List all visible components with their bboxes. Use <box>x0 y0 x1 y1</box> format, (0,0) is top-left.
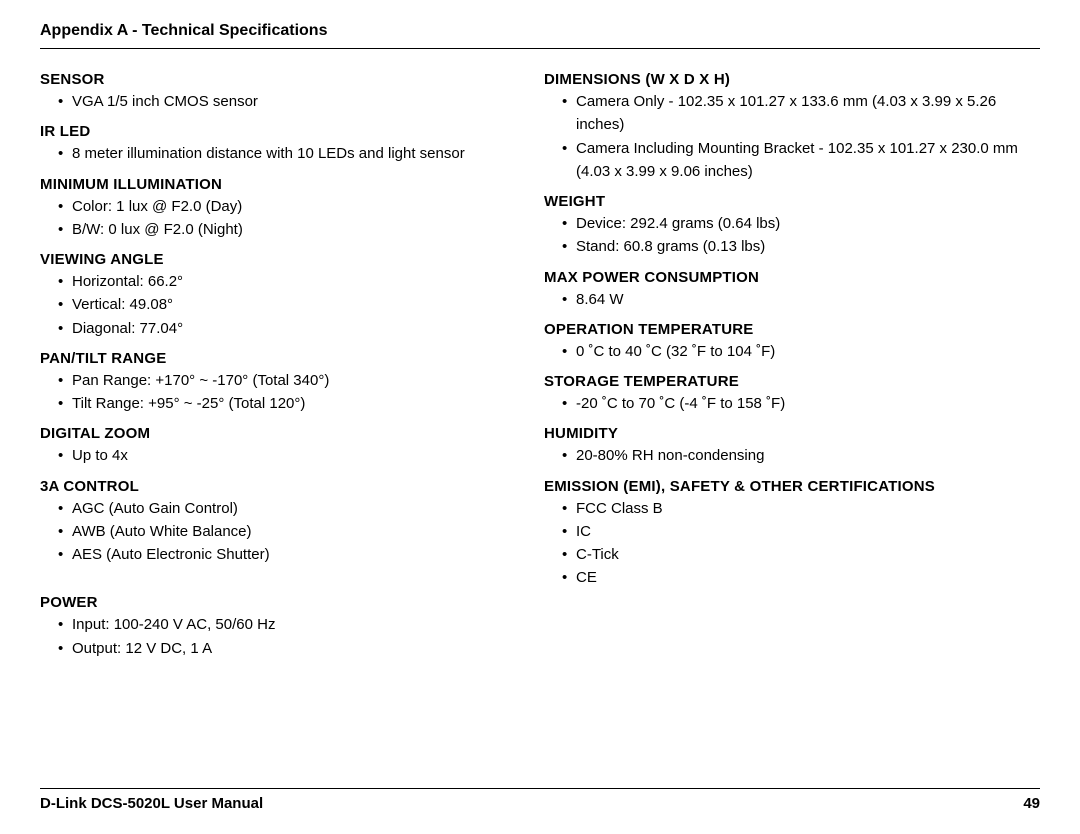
list-sensor: VGA 1/5 inch CMOS sensor <box>40 90 520 113</box>
spec-item: Diagonal: 77.04° <box>58 317 520 340</box>
list-op-temp: 0 ˚C to 40 ˚C (32 ˚F to 104 ˚F) <box>544 340 1040 363</box>
list-digital-zoom: Up to 4x <box>40 444 520 467</box>
spec-item: Stand: 60.8 grams (0.13 lbs) <box>562 235 1040 258</box>
footer-rule <box>40 788 1040 789</box>
spec-item: Input: 100-240 V AC, 50/60 Hz <box>58 613 520 636</box>
spec-item: AGC (Auto Gain Control) <box>58 497 520 520</box>
heading-storage-temp: STORAGE TEMPERATURE <box>544 373 1040 390</box>
spec-item: AWB (Auto White Balance) <box>58 520 520 543</box>
spec-item: 8 meter illumination distance with 10 LE… <box>58 142 520 165</box>
heading-max-power: MAX POWER CONSUMPTION <box>544 269 1040 286</box>
spec-item: Vertical: 49.08° <box>58 293 520 316</box>
footer-row: D-Link DCS-5020L User Manual 49 <box>40 795 1040 812</box>
page-footer: D-Link DCS-5020L User Manual 49 <box>40 788 1040 812</box>
spec-item: FCC Class B <box>562 497 1040 520</box>
spec-item: AES (Auto Electronic Shutter) <box>58 543 520 566</box>
list-viewing-angle: Horizontal: 66.2° Vertical: 49.08° Diago… <box>40 270 520 340</box>
spec-item: Color: 1 lux @ F2.0 (Day) <box>58 195 520 218</box>
spec-item: Tilt Range: +95° ~ -25° (Total 120°) <box>58 392 520 415</box>
spec-item: 0 ˚C to 40 ˚C (32 ˚F to 104 ˚F) <box>562 340 1040 363</box>
list-max-power: 8.64 W <box>544 288 1040 311</box>
list-3a-control: AGC (Auto Gain Control) AWB (Auto White … <box>40 497 520 567</box>
footer-page-number: 49 <box>1023 795 1040 812</box>
content-columns: SENSOR VGA 1/5 inch CMOS sensor IR LED 8… <box>40 71 1040 660</box>
heading-dimensions: DIMENSIONS (W X D X H) <box>544 71 1040 88</box>
heading-op-temp: OPERATION TEMPERATURE <box>544 321 1040 338</box>
spec-item: Camera Only - 102.35 x 101.27 x 133.6 mm… <box>562 90 1040 137</box>
heading-emi: EMISSION (EMI), SAFETY & OTHER CERTIFICA… <box>544 478 1040 495</box>
spec-item: Up to 4x <box>58 444 520 467</box>
heading-viewing-angle: VIEWING ANGLE <box>40 251 520 268</box>
spec-item: C-Tick <box>562 543 1040 566</box>
spec-item: -20 ˚C to 70 ˚C (-4 ˚F to 158 ˚F) <box>562 392 1040 415</box>
spec-item: VGA 1/5 inch CMOS sensor <box>58 90 520 113</box>
heading-power: POWER <box>40 594 520 611</box>
spec-item: B/W: 0 lux @ F2.0 (Night) <box>58 218 520 241</box>
heading-digital-zoom: DIGITAL ZOOM <box>40 425 520 442</box>
spec-item: Horizontal: 66.2° <box>58 270 520 293</box>
heading-irled: IR LED <box>40 123 520 140</box>
spec-item: Output: 12 V DC, 1 A <box>58 637 520 660</box>
heading-pan-tilt: PAN/TILT RANGE <box>40 350 520 367</box>
heading-min-illumination: MINIMUM ILLUMINATION <box>40 176 520 193</box>
spec-item: 20-80% RH non-condensing <box>562 444 1040 467</box>
spec-item: IC <box>562 520 1040 543</box>
spec-item: Pan Range: +170° ~ -170° (Total 340°) <box>58 369 520 392</box>
heading-sensor: SENSOR <box>40 71 520 88</box>
heading-3a-control: 3A CONTROL <box>40 478 520 495</box>
list-pan-tilt: Pan Range: +170° ~ -170° (Total 340°) Ti… <box>40 369 520 416</box>
manual-page: Appendix A - Technical Specifications SE… <box>0 0 1080 834</box>
left-column: SENSOR VGA 1/5 inch CMOS sensor IR LED 8… <box>40 71 520 660</box>
list-humidity: 20-80% RH non-condensing <box>544 444 1040 467</box>
list-min-illumination: Color: 1 lux @ F2.0 (Day) B/W: 0 lux @ F… <box>40 195 520 242</box>
footer-manual-name: D-Link DCS-5020L User Manual <box>40 795 263 812</box>
spec-item: Device: 292.4 grams (0.64 lbs) <box>562 212 1040 235</box>
list-weight: Device: 292.4 grams (0.64 lbs) Stand: 60… <box>544 212 1040 259</box>
spec-item: 8.64 W <box>562 288 1040 311</box>
header-rule <box>40 48 1040 49</box>
list-storage-temp: -20 ˚C to 70 ˚C (-4 ˚F to 158 ˚F) <box>544 392 1040 415</box>
list-dimensions: Camera Only - 102.35 x 101.27 x 133.6 mm… <box>544 90 1040 183</box>
right-column: DIMENSIONS (W X D X H) Camera Only - 102… <box>544 71 1040 660</box>
heading-humidity: HUMIDITY <box>544 425 1040 442</box>
spec-item: Camera Including Mounting Bracket - 102.… <box>562 137 1040 184</box>
heading-weight: WEIGHT <box>544 193 1040 210</box>
list-irled: 8 meter illumination distance with 10 LE… <box>40 142 520 165</box>
list-power: Input: 100-240 V AC, 50/60 Hz Output: 12… <box>40 613 520 660</box>
list-emi: FCC Class B IC C-Tick CE <box>544 497 1040 590</box>
page-header: Appendix A - Technical Specifications <box>40 22 1040 40</box>
spec-item: CE <box>562 566 1040 589</box>
